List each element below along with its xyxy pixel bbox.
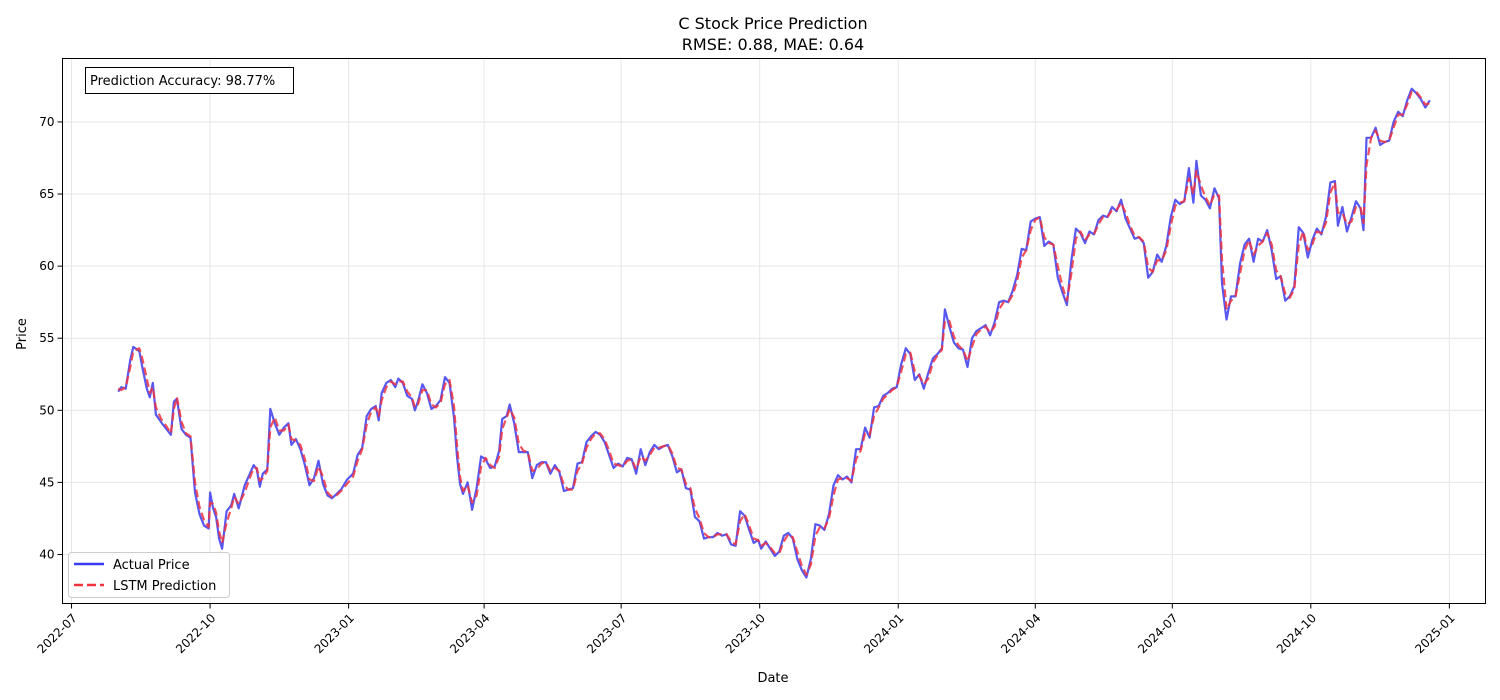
x-tick-label: 2024-04 <box>998 611 1043 656</box>
y-tick-label: 55 <box>39 331 54 345</box>
x-tick-label: 2024-10 <box>1274 611 1319 656</box>
legend-label-prediction: LSTM Prediction <box>113 579 216 594</box>
x-tick-label: 2023-01 <box>312 611 357 656</box>
chart-subtitle: RMSE: 0.88, MAE: 0.64 <box>682 35 864 54</box>
x-tick-label: 2023-04 <box>447 611 492 656</box>
actual-price-line <box>117 87 1431 579</box>
grid-lines <box>62 58 1486 604</box>
x-tick-label: 2024-01 <box>861 611 906 656</box>
y-tick-label: 70 <box>39 115 54 129</box>
legend: Actual Price LSTM Prediction <box>68 552 230 598</box>
x-tick-label: 2023-10 <box>723 611 768 656</box>
y-tick-label: 60 <box>39 259 54 273</box>
y-tick-label: 45 <box>39 475 54 489</box>
x-tick-label: 2024-07 <box>1135 611 1180 656</box>
chart-title: C Stock Price Prediction <box>678 14 867 33</box>
legend-box <box>68 552 230 598</box>
y-tick-label: 50 <box>39 403 54 417</box>
x-tick-label: 2022-07 <box>35 611 80 656</box>
plot-area-frame <box>62 58 1486 604</box>
y-tick-label: 65 <box>39 187 54 201</box>
x-tick-label: 2025-01 <box>1412 611 1457 656</box>
x-axis-label: Date <box>757 671 788 686</box>
series-layer <box>117 87 1431 579</box>
accuracy-annotation: Prediction Accuracy: 98.77% <box>85 67 294 94</box>
x-tick-label: 2023-07 <box>584 611 629 656</box>
x-tick-label: 2022-10 <box>173 611 218 656</box>
legend-label-actual: Actual Price <box>113 558 190 573</box>
y-tick-label: 40 <box>39 547 54 561</box>
x-axis-ticks: 2022-07 2022-10 2023-01 2023-04 2023-07 2023-… <box>35 603 1458 656</box>
accuracy-annotation-text: Prediction Accuracy: 98.77% <box>90 74 275 89</box>
accuracy-annotation-box <box>85 67 294 94</box>
lstm-prediction-line <box>117 90 1431 576</box>
y-axis-label: Price <box>15 318 30 350</box>
y-axis-ticks: 40 45 50 55 60 65 70 <box>39 115 63 561</box>
